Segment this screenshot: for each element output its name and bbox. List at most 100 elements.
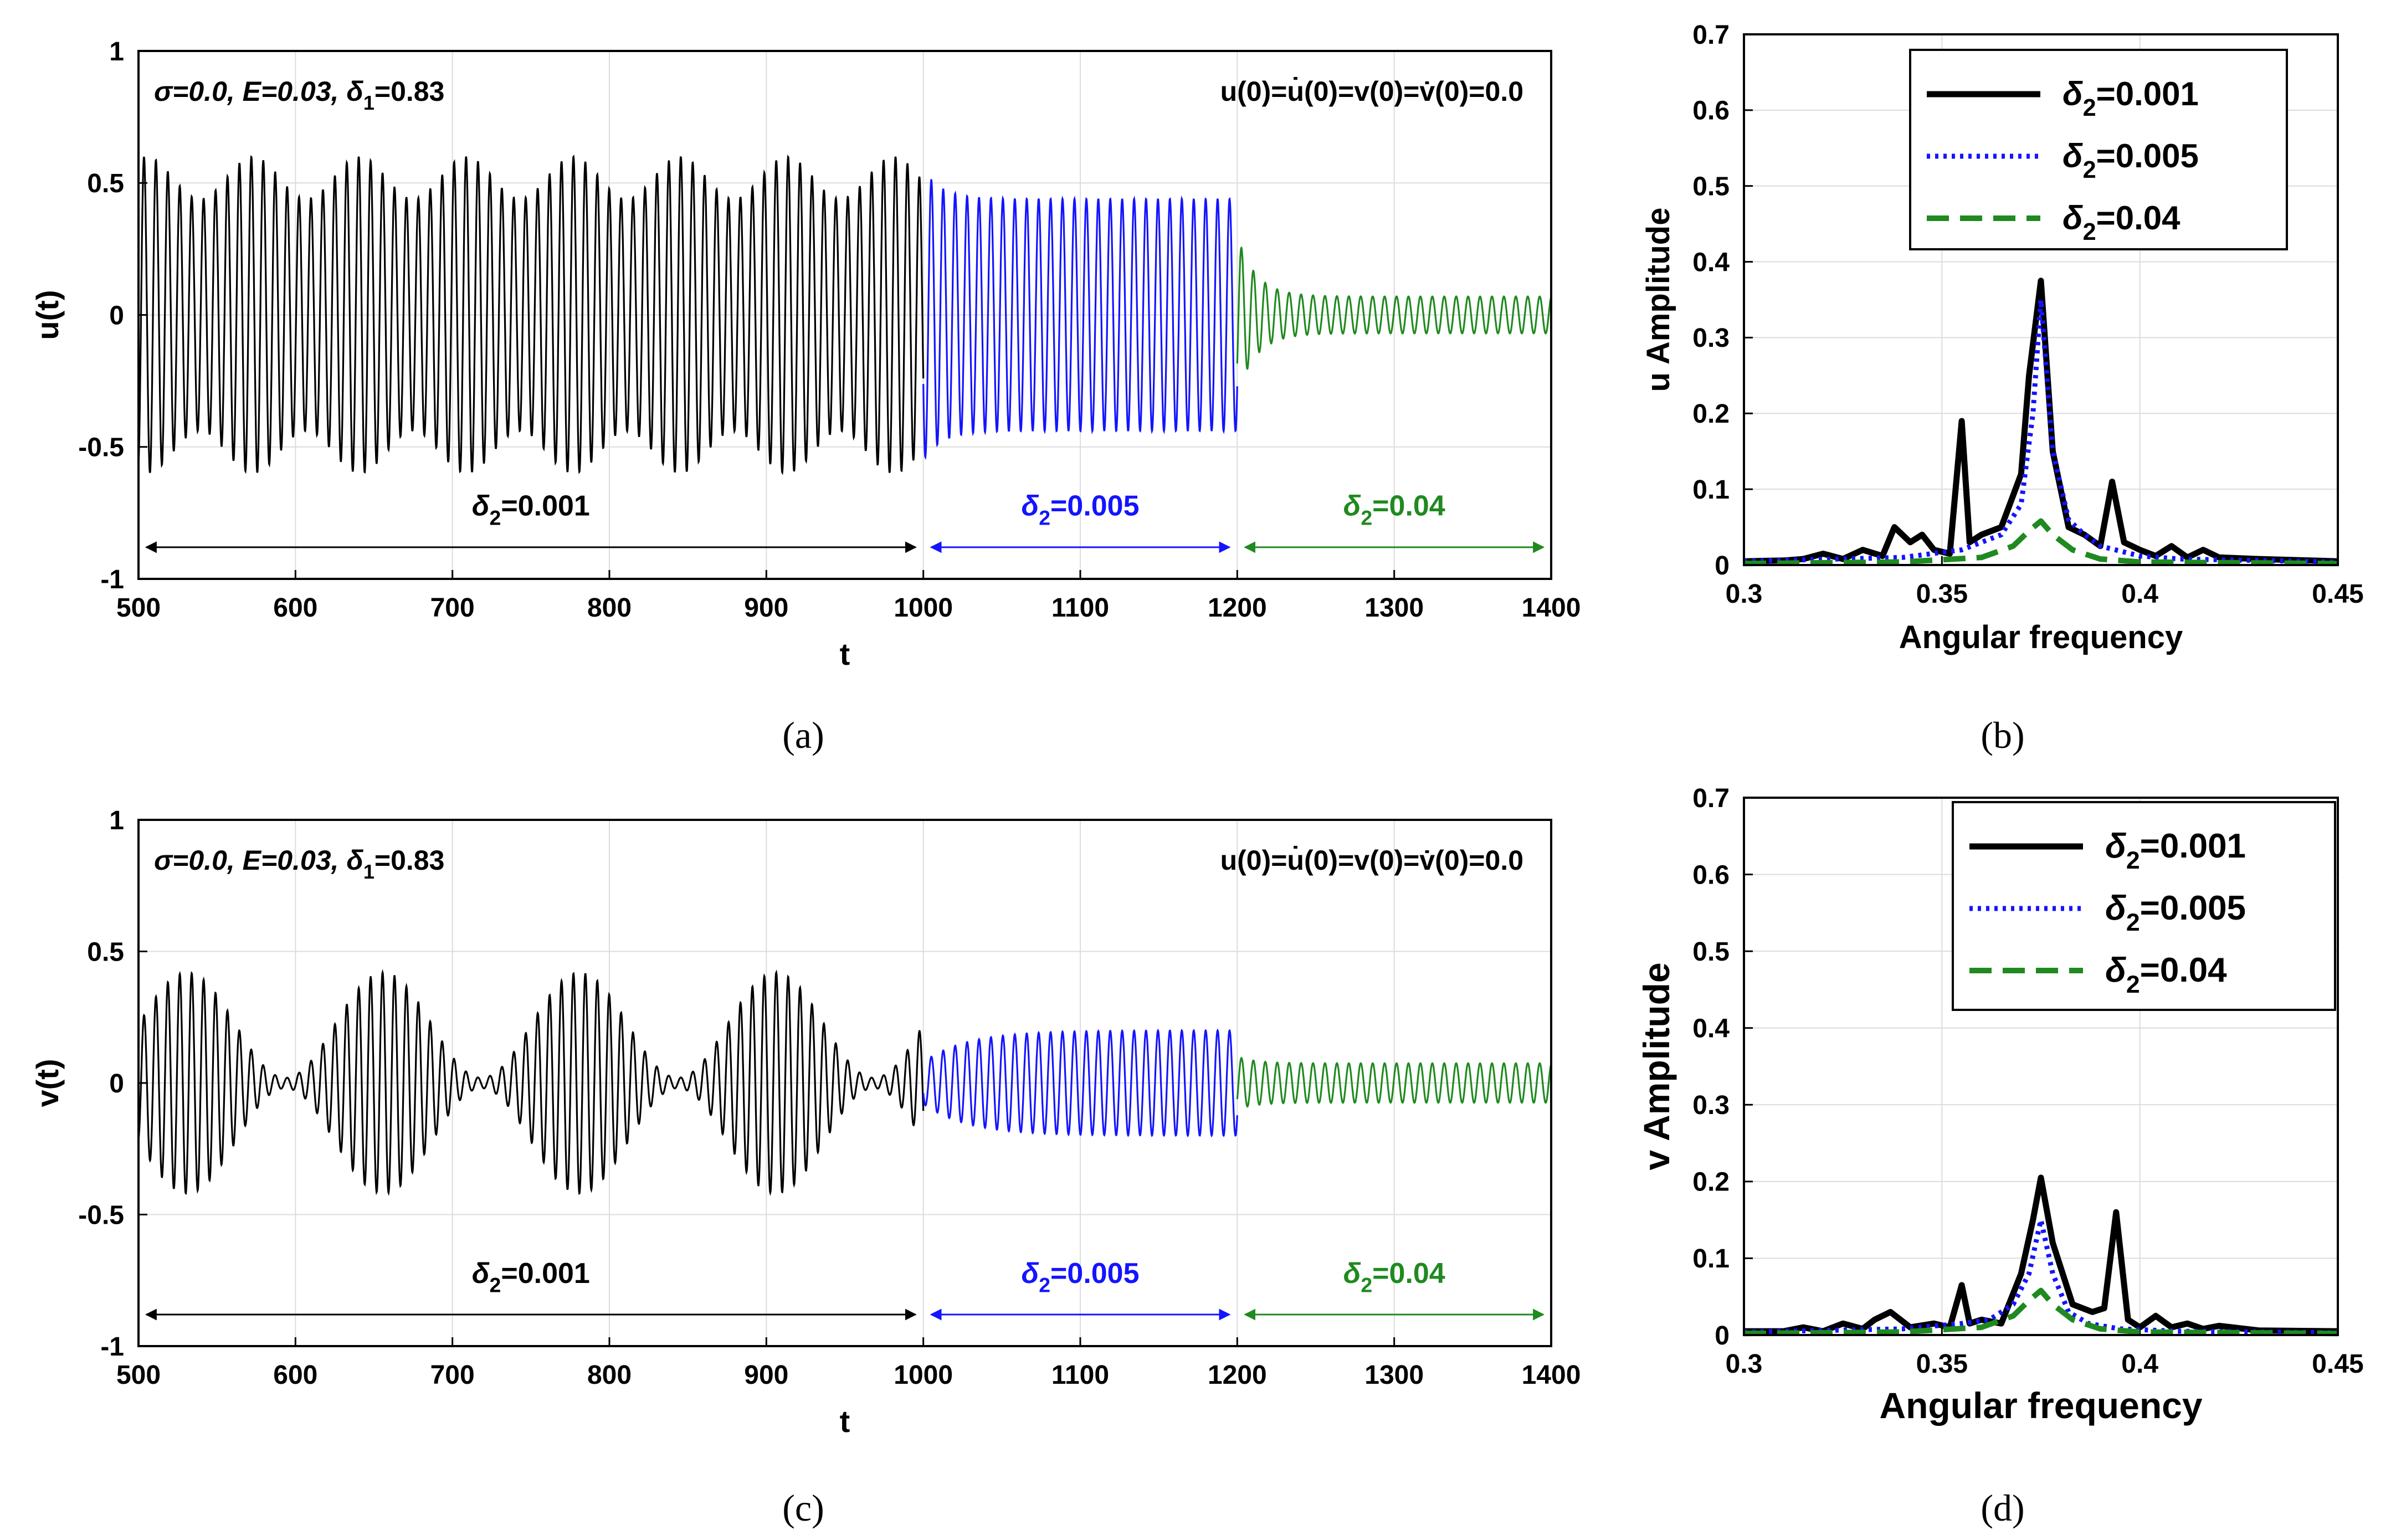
series-line-2 [1743, 518, 2338, 567]
series-line-1 [1743, 297, 2338, 564]
y-tick-label-4: 0.4 [1692, 1014, 1730, 1044]
series-line-0 [137, 155, 925, 475]
y-tick-label-7: 0.7 [1692, 784, 1730, 813]
figure-caption: (d) [1981, 1487, 2024, 1529]
x-tick-label-3: 800 [587, 1361, 632, 1390]
x-tick-label-0: 500 [116, 593, 161, 623]
y-axis-label: v(t) [30, 1059, 65, 1107]
axes-frame [137, 819, 1552, 1347]
x-tick-label-0: 500 [116, 1361, 161, 1390]
x-tick-label-4: 900 [744, 1361, 788, 1390]
annotation-params: σ=0.0, E=0.03, δ1=0.83 [154, 76, 444, 114]
y-tick-label-3: 0.5 [87, 937, 124, 967]
series-line-2 [1743, 1287, 2338, 1337]
segment-label-0: δ2=0.001 [472, 1257, 590, 1297]
x-axis-label: t [840, 636, 850, 671]
y-tick-label-3: 0.3 [1692, 324, 1730, 353]
x-tick-label-0: 0.3 [1726, 1349, 1763, 1379]
y-tick-label-3: 0.5 [87, 169, 124, 198]
y-tick-label-5: 0.5 [1692, 937, 1730, 967]
panel-b-u-spectrum: 0.3 0.35 0.4 0.45 0 0.1 0.2 0.3 0.4 0.5 0.6 0.7 δ2=0… [1640, 20, 2364, 756]
y-tick-label-2: 0.2 [1692, 399, 1730, 429]
x-tick-label-3: 800 [587, 593, 632, 623]
y-tick-label-2: 0 [109, 1069, 124, 1098]
x-tick-label-9: 1400 [1522, 1361, 1581, 1390]
y-tick-label-1: 0.1 [1692, 475, 1730, 505]
y-tick-label-4: 1 [109, 37, 124, 66]
annotation-initial-conditions: u(0)=u̇(0)=v(0)=v̇(0)=0.0 [1220, 845, 1523, 876]
series-line-2 [1236, 1056, 1552, 1108]
y-tick-label-3: 0.3 [1692, 1091, 1730, 1120]
y-tick-label-1: 0.1 [1692, 1244, 1730, 1274]
series-line-1 [922, 179, 1238, 460]
y-tick-label-6: 0.6 [1692, 96, 1730, 126]
annotation-initial-conditions: u(0)=u̇(0)=v(0)=v̇(0)=0.0 [1220, 76, 1523, 107]
y-tick-label-1: -0.5 [78, 433, 124, 463]
x-axis-label: t [840, 1404, 850, 1439]
axes-frame [1743, 797, 2339, 1336]
axes-frame [1743, 33, 2339, 566]
x-tick-label-1: 600 [273, 593, 317, 623]
x-tick-label-2: 0.4 [2121, 579, 2158, 609]
legend-entry-2: δ2=0.04 [2062, 199, 2180, 245]
series-line-1 [1743, 1217, 2338, 1336]
y-tick-label-2: 0.2 [1692, 1168, 1730, 1197]
y-tick-label-0: -1 [100, 565, 124, 594]
x-tick-label-0: 0.3 [1726, 579, 1763, 609]
y-axis-label: u(t) [30, 290, 65, 340]
x-axis-label: Angular frequency [1879, 1385, 2202, 1426]
panel-d-v-spectrum: 0.3 0.35 0.4 0.45 0 0.1 0.2 0.3 0.4 0.5 0.6 0.7 δ2=0… [1636, 784, 2364, 1529]
y-tick-label-1: -0.5 [78, 1200, 124, 1230]
x-tick-label-2: 700 [430, 593, 475, 623]
x-tick-label-6: 1100 [1051, 593, 1109, 623]
y-tick-label-2: 0 [109, 301, 124, 330]
y-tick-label-6: 0.6 [1692, 860, 1730, 890]
y-tick-label-7: 0.7 [1692, 20, 1730, 50]
y-tick-label-4: 1 [109, 806, 124, 835]
legend-entry-2: δ2=0.04 [2105, 951, 2227, 998]
legend-entry-1: δ2=0.005 [2062, 137, 2199, 183]
legend: δ2=0.001 δ2=0.005 δ2=0.04 [1909, 49, 2288, 250]
legend-box [1952, 801, 2336, 1011]
x-tick-label-8: 1300 [1364, 593, 1424, 623]
axes-frame [137, 50, 1552, 580]
figure-caption: (b) [1981, 714, 2024, 756]
y-tick-label-0: 0 [1715, 551, 1730, 581]
segment-label-1: δ2=0.005 [1021, 490, 1139, 530]
x-axis-label: Angular frequency [1899, 619, 2183, 655]
series-line-0 [1744, 1174, 2338, 1334]
x-tick-label-2: 700 [430, 1361, 475, 1390]
x-tick-label-4: 900 [744, 593, 788, 623]
series-line-2 [1236, 246, 1552, 370]
figure-caption: (c) [782, 1487, 824, 1529]
x-tick-label-3: 0.45 [2312, 1349, 2363, 1379]
y-tick-label-0: 0 [1715, 1321, 1730, 1351]
series-line-1 [922, 1028, 1238, 1138]
x-tick-label-5: 1000 [894, 593, 953, 623]
panel-a-time-series: 500 600 700 800 900 1000 1100 1200 1300 1400 -1 -0.… [30, 37, 1581, 756]
y-tick-label-4: 0.4 [1692, 248, 1730, 277]
segment-label-0: δ2=0.001 [472, 490, 590, 530]
x-tick-label-7: 1200 [1208, 593, 1267, 623]
legend-entry-0: δ2=0.001 [2105, 827, 2246, 874]
x-tick-label-3: 0.45 [2312, 579, 2363, 609]
x-tick-label-2: 0.4 [2121, 1349, 2158, 1379]
segment-label-2: δ2=0.04 [1343, 1257, 1445, 1297]
series-line-0 [137, 969, 925, 1197]
segment-label-2: δ2=0.04 [1343, 490, 1445, 530]
x-tick-label-6: 1100 [1051, 1361, 1109, 1390]
x-tick-label-1: 0.35 [1916, 579, 1968, 609]
y-tick-label-5: 0.5 [1692, 172, 1730, 202]
segment-label-1: δ2=0.005 [1021, 1257, 1139, 1297]
x-tick-label-5: 1000 [894, 1361, 953, 1390]
legend: δ2=0.001 δ2=0.005 δ2=0.04 [1952, 801, 2336, 1011]
series-line-0 [1743, 278, 2338, 564]
x-tick-label-1: 600 [273, 1361, 317, 1390]
legend-entry-1: δ2=0.005 [2105, 889, 2246, 936]
x-tick-label-1: 0.35 [1916, 1349, 1968, 1379]
x-tick-label-9: 1400 [1522, 593, 1581, 623]
annotation-params: σ=0.0, E=0.03, δ1=0.83 [154, 845, 444, 883]
panel-c-time-series: 500 600 700 800 900 1000 1100 1200 1300 1400 -1 -0.… [30, 806, 1581, 1529]
figure-caption: (a) [782, 714, 824, 756]
